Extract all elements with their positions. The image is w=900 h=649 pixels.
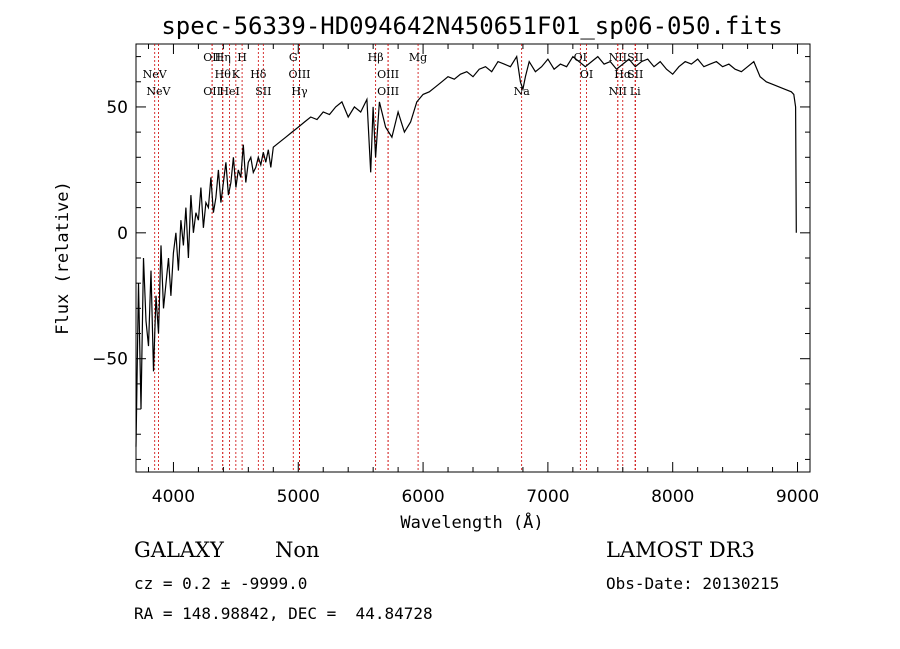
line-marker-label: OII (203, 85, 221, 98)
line-marker-label: OIII (377, 68, 399, 81)
line-marker-label: SII (255, 85, 271, 98)
line-marker-label: H (237, 51, 247, 64)
chart-title: spec-56339-HD094642N450651F01_sp06-050.f… (161, 12, 782, 40)
line-marker-label: Na (514, 85, 531, 98)
line-marker-label: Hθ (215, 68, 232, 81)
line-marker-label: NII (609, 51, 627, 64)
line-marker-label: OIII (377, 85, 399, 98)
y-axis-ticks: −50 0 50 (92, 56, 810, 460)
object-subclass: Non (275, 538, 320, 562)
observation-date: Obs-Date: 20130215 (606, 574, 780, 593)
line-marker-label: OI (574, 51, 587, 64)
y-tick-label: 50 (106, 98, 128, 118)
line-marker-label: K (232, 68, 241, 81)
emission-line-markers (154, 44, 636, 472)
line-marker-label: Hα (614, 68, 632, 81)
spectrum-chart: spec-56339-HD094642N450651F01_sp06-050.f… (53, 12, 819, 533)
x-axis-label: Wavelength (Å) (400, 511, 543, 533)
object-class: GALAXY (134, 538, 224, 562)
x-tick-label: 7000 (526, 487, 569, 507)
x-tick-label: 6000 (401, 487, 444, 507)
plot-frame (135, 43, 811, 473)
line-marker-label: SII (627, 68, 643, 81)
y-tick-label: −50 (92, 350, 128, 370)
line-marker-label: NeV (146, 85, 171, 98)
x-tick-label: 8000 (651, 487, 694, 507)
line-marker-label: NeV (143, 68, 168, 81)
line-marker-label: SII (627, 51, 643, 64)
line-marker-label: Hβ (368, 51, 384, 64)
line-marker-label: OII (203, 51, 221, 64)
line-marker-label: Hγ (291, 85, 308, 98)
line-marker-label: HeI (219, 85, 239, 98)
line-marker-label: Hδ (250, 68, 267, 81)
ra-dec-coordinates: RA = 148.98842, DEC = 44.84728 (134, 604, 433, 623)
redshift-cz: cz = 0.2 ± -9999.0 (134, 574, 308, 593)
x-tick-label: 9000 (776, 487, 819, 507)
spectrum-line (135, 54, 797, 447)
survey-name: LAMOST DR3 (606, 538, 755, 562)
x-tick-label: 4000 (152, 487, 195, 507)
line-marker-label: OIII (288, 68, 310, 81)
y-axis-label: Flux (relative) (53, 181, 73, 335)
line-marker-label: G (289, 51, 298, 64)
x-axis-ticks: 4000 5000 6000 7000 8000 9000 (147, 44, 819, 507)
y-tick-label: 0 (117, 224, 128, 244)
x-tick-label: 5000 (277, 487, 320, 507)
line-marker-label: Hη (215, 51, 231, 64)
line-marker-label: Mg (409, 51, 427, 64)
emission-line-labels: NeVNeVOIIOIIHηHθHeIKHHδSIIGOIIIHγHβOIIIO… (143, 51, 644, 98)
line-marker-label: Li (630, 85, 641, 98)
line-marker-label: NII (609, 85, 627, 98)
line-marker-label: OI (580, 68, 593, 81)
